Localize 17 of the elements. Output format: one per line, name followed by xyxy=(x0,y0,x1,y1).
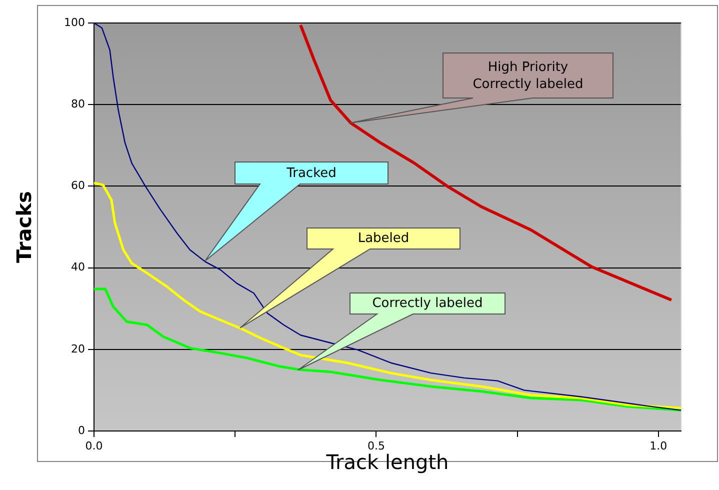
y-axis-title: Tracks xyxy=(12,191,36,263)
annotation: Correctly labeled xyxy=(372,295,483,312)
x-tick-label: 1.0 xyxy=(650,439,668,452)
annotation: Tracked xyxy=(286,164,336,182)
y-tick-label: 100 xyxy=(64,16,85,29)
callout: Correctly labeled xyxy=(297,292,506,371)
x-tick-label: 0.0 xyxy=(85,439,103,452)
y-tick-label: 80 xyxy=(71,97,85,110)
callout: High Priority Correctly labeled xyxy=(349,52,614,124)
y-tick-label: 0 xyxy=(78,424,85,437)
annotation: Labeled xyxy=(358,230,410,247)
y-tick-label: 40 xyxy=(71,260,85,274)
y-tick-label: 60 xyxy=(71,179,85,192)
y-tick-label: 20 xyxy=(71,342,85,356)
x-axis-title: Track length xyxy=(325,450,449,474)
annotation: High Priority Correctly labeled xyxy=(472,58,584,92)
x-tick-label: 0.5 xyxy=(367,439,385,452)
